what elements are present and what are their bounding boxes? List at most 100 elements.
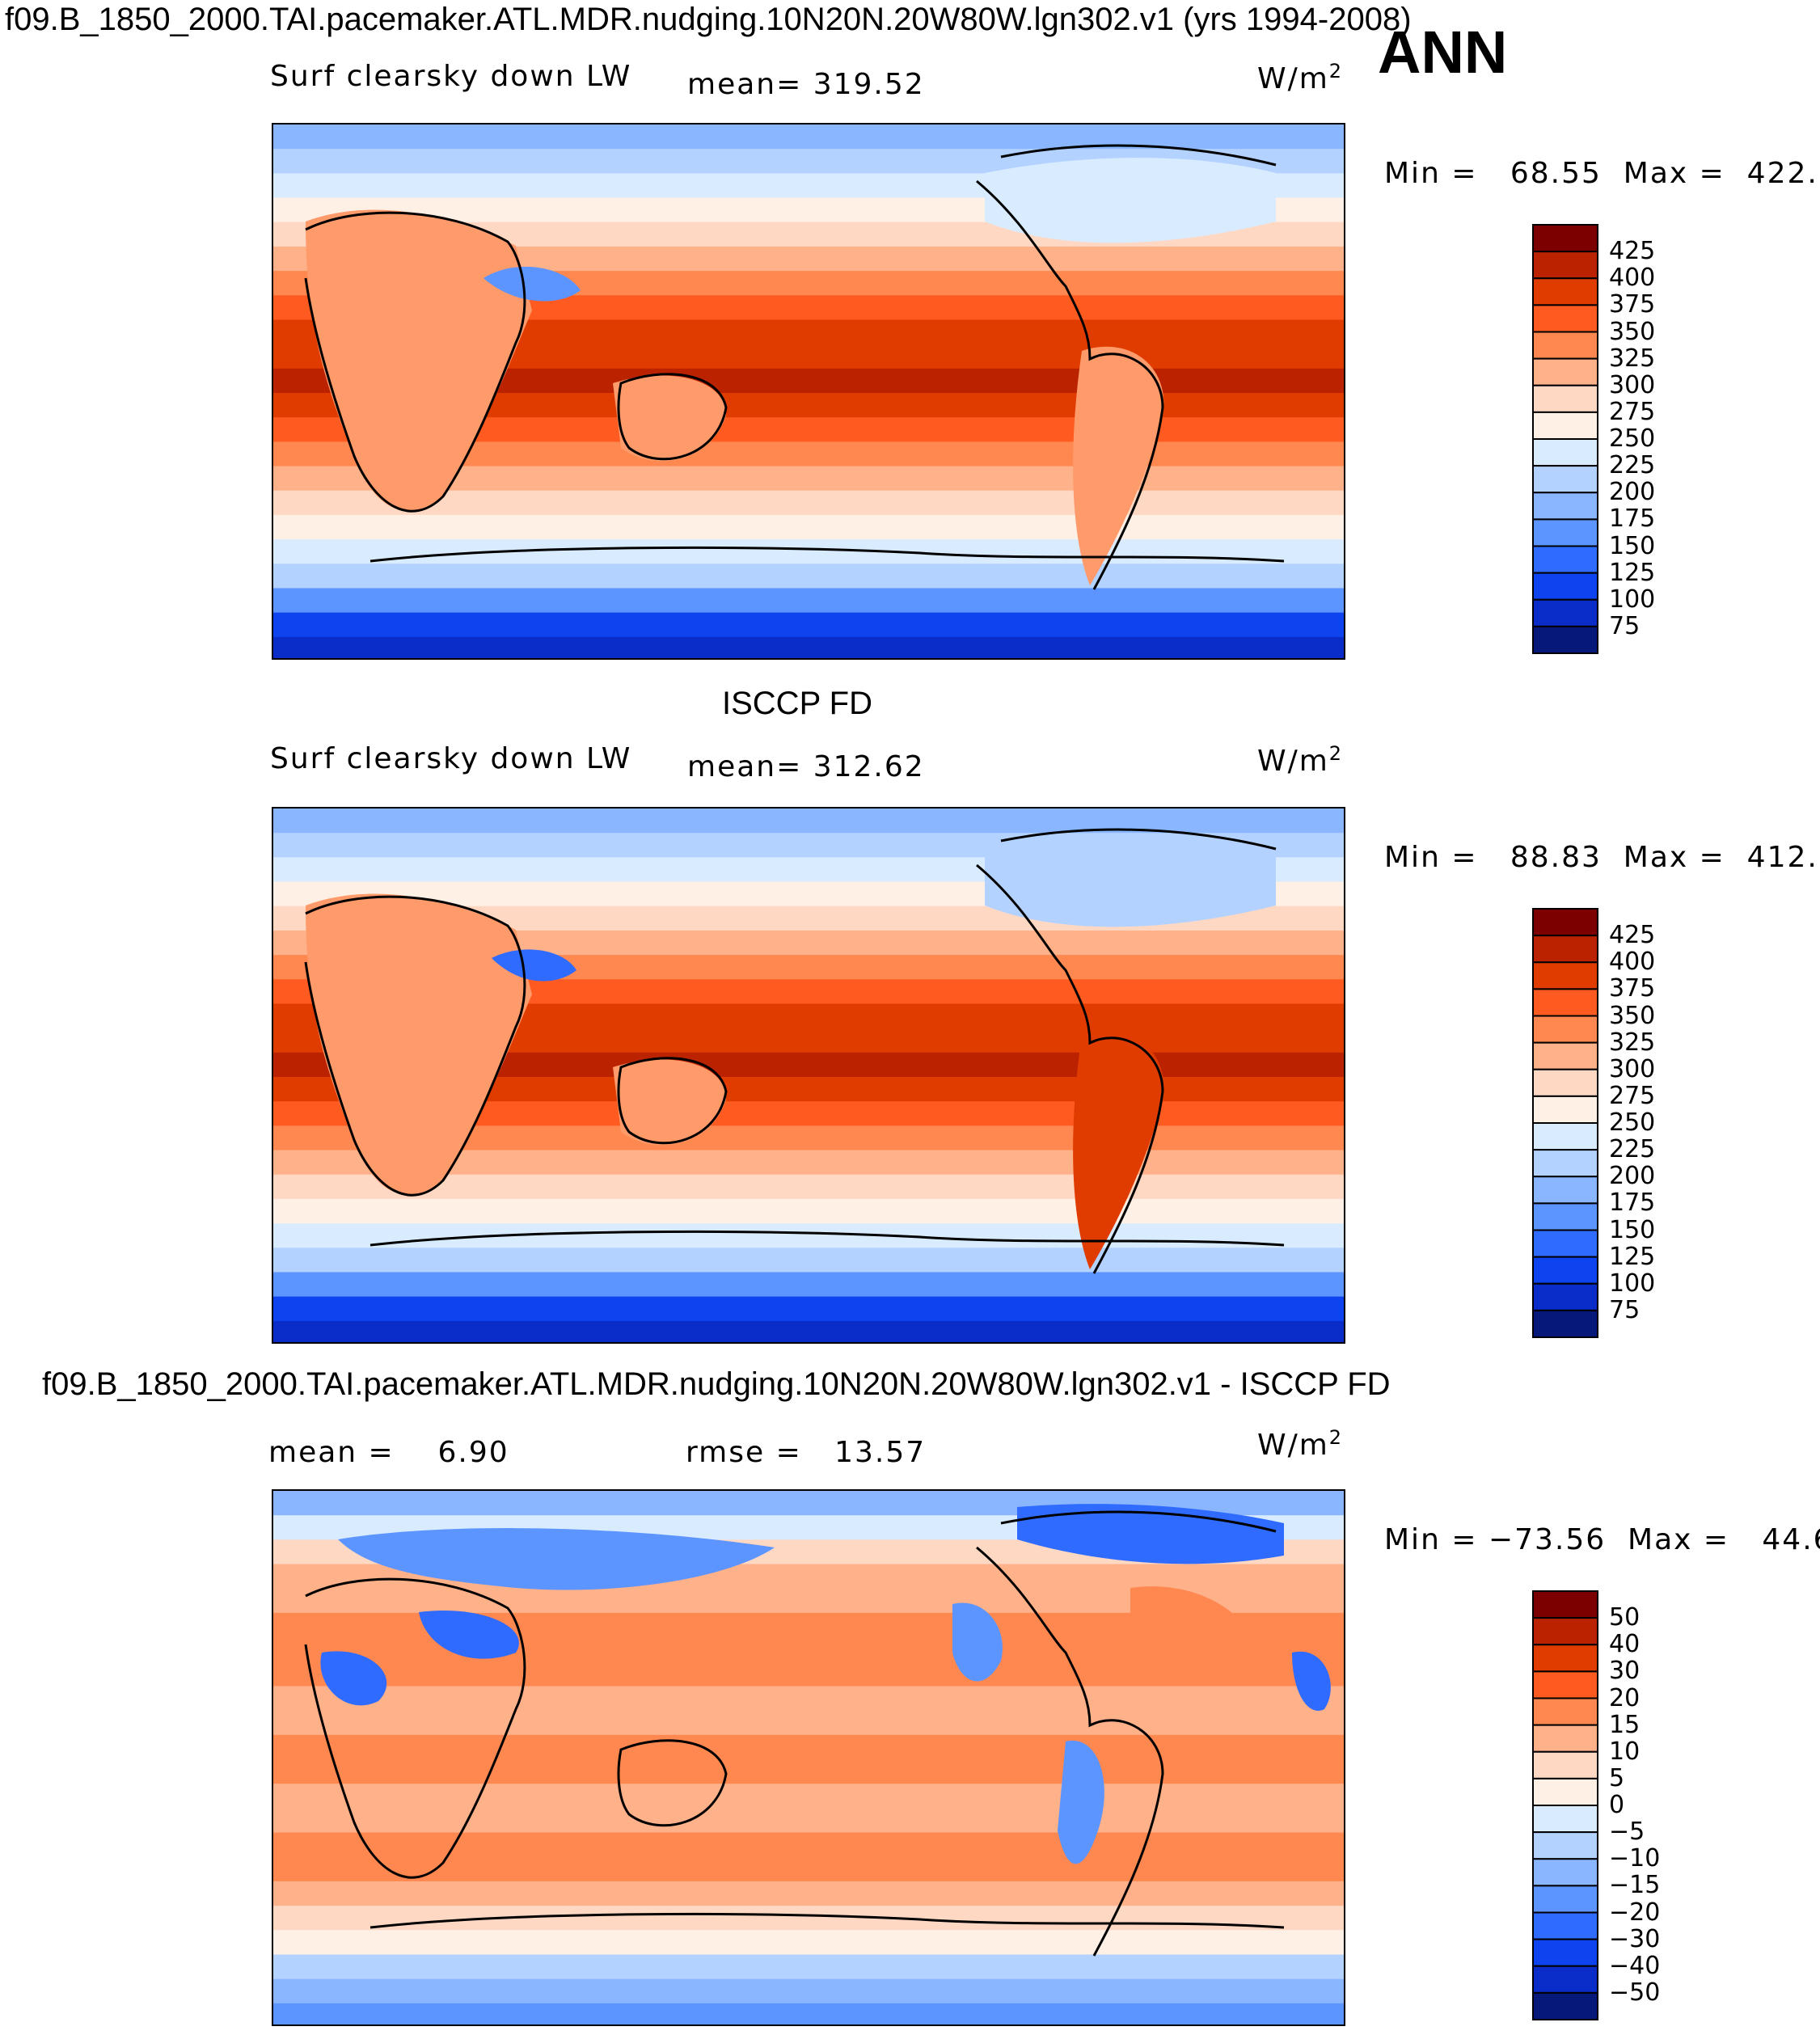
colorbar-tick-label: 250 xyxy=(1609,1108,1656,1137)
colorbar-swatch xyxy=(1532,224,1598,253)
field-band xyxy=(273,1906,1344,1932)
panel1-colorbar xyxy=(1532,224,1598,654)
colorbar-swatch xyxy=(1532,545,1598,574)
panel2-map xyxy=(272,807,1345,1344)
field-band xyxy=(273,1954,1344,1980)
colorbar-swatch xyxy=(1532,572,1598,601)
colorbar-tick-label: 425 xyxy=(1609,921,1656,950)
colorbar-tick-label: 375 xyxy=(1609,974,1656,1003)
panel2-mean-label: mean= 312.62 xyxy=(687,750,925,783)
colorbar-swatch xyxy=(1532,1831,1598,1860)
panel2-coastlines xyxy=(304,828,1285,1274)
panel2-title: ISCCP FD xyxy=(722,686,872,721)
field-band xyxy=(273,1759,1344,1785)
field-band xyxy=(273,1881,1344,1907)
panel2-minmax-label: Min = 88.83 Max = 412.26 xyxy=(1384,841,1820,874)
field-band xyxy=(273,1856,1344,1882)
field-band xyxy=(273,636,1344,658)
colorbar-swatch xyxy=(1532,1644,1598,1673)
main-title: f09.B_1850_2000.TAI.pacemaker.ATL.MDR.nu… xyxy=(5,2,1412,37)
colorbar-tick-label: 400 xyxy=(1609,264,1656,293)
panel3-units-label: W/m2 xyxy=(1257,1426,1344,1462)
colorbar-tick-label: −30 xyxy=(1609,1924,1661,1953)
colorbar-tick-label: 20 xyxy=(1609,1683,1641,1712)
field-band xyxy=(273,1272,1344,1298)
field-band xyxy=(273,588,1344,614)
colorbar-swatch xyxy=(1532,1965,1598,1994)
panel1-variable-label: Surf clearsky down LW xyxy=(270,60,632,93)
field-band xyxy=(273,1661,1344,1687)
colorbar-tick-label: 225 xyxy=(1609,1135,1656,1164)
colorbar-swatch xyxy=(1532,625,1598,654)
colorbar-swatch xyxy=(1532,961,1598,990)
colorbar-swatch xyxy=(1532,1991,1598,2020)
colorbar-tick-label: −40 xyxy=(1609,1951,1661,1980)
colorbar-swatch xyxy=(1532,384,1598,413)
colorbar-tick-label: 125 xyxy=(1609,1242,1656,1271)
field-band xyxy=(273,1710,1344,1736)
colorbar-tick-label: 150 xyxy=(1609,531,1656,560)
colorbar-swatch xyxy=(1532,1885,1598,1914)
colorbar-tick-label: 250 xyxy=(1609,424,1656,453)
colorbar-tick-label: 100 xyxy=(1609,1269,1656,1298)
season-label: ANN xyxy=(1378,19,1508,86)
colorbar-swatch xyxy=(1532,1805,1598,1834)
colorbar-swatch xyxy=(1532,1122,1598,1151)
field-band xyxy=(273,564,1344,589)
panel1-coastlines xyxy=(304,144,1285,590)
colorbar-swatch xyxy=(1532,1309,1598,1338)
colorbar-tick-label: 100 xyxy=(1609,585,1656,614)
colorbar-swatch xyxy=(1532,1095,1598,1124)
colorbar-tick-label: 175 xyxy=(1609,505,1656,534)
field-band xyxy=(273,1930,1344,1956)
colorbar-swatch xyxy=(1532,438,1598,467)
field-band xyxy=(273,2003,1344,2024)
colorbar-tick-label: 200 xyxy=(1609,478,1656,507)
colorbar-swatch xyxy=(1532,1697,1598,1726)
colorbar-tick-label: 275 xyxy=(1609,397,1656,426)
colorbar-swatch xyxy=(1532,1590,1598,1619)
colorbar-swatch xyxy=(1532,1282,1598,1311)
colorbar-tick-label: 400 xyxy=(1609,948,1656,977)
panel3-features xyxy=(320,1504,1331,1864)
colorbar-tick-label: −50 xyxy=(1609,1978,1661,2007)
colorbar-tick-label: 300 xyxy=(1609,370,1656,399)
panel2-colorbar xyxy=(1532,908,1598,1338)
colorbar-tick-label: 325 xyxy=(1609,1028,1656,1057)
colorbar-swatch xyxy=(1532,1176,1598,1205)
panel3-minmax-label: Min = −73.56 Max = 44.68 xyxy=(1384,1523,1820,1556)
panel3-field xyxy=(273,1491,1344,2024)
colorbar-swatch xyxy=(1532,1777,1598,1806)
colorbar-swatch xyxy=(1532,1256,1598,1285)
colorbar-tick-label: 375 xyxy=(1609,290,1656,319)
colorbar-swatch xyxy=(1532,251,1598,280)
panel1-map xyxy=(272,123,1345,660)
panel3-rmse-label: rmse = 13.57 xyxy=(686,1436,927,1469)
field-band xyxy=(273,539,1344,565)
colorbar-swatch xyxy=(1532,1858,1598,1887)
colorbar-tick-label: 200 xyxy=(1609,1162,1656,1191)
colorbar-swatch xyxy=(1532,598,1598,627)
colorbar-tick-label: 225 xyxy=(1609,451,1656,480)
panel1-mean-label: mean= 319.52 xyxy=(687,68,925,101)
panel3-colorbar-labels: 50 40 30 20 15 10 5 0 −5 −10 −15 −20 −30 −40 −50 xyxy=(1609,1591,1706,2020)
colorbar-swatch xyxy=(1532,1015,1598,1044)
colorbar-tick-label: −5 xyxy=(1609,1818,1645,1847)
colorbar-swatch xyxy=(1532,1617,1598,1646)
field-band xyxy=(273,1734,1344,1760)
panel1-land-features xyxy=(306,158,1276,585)
colorbar-tick-label: 150 xyxy=(1609,1215,1656,1244)
field-band xyxy=(273,1784,1344,1809)
colorbar-swatch xyxy=(1532,492,1598,521)
colorbar-tick-label: −15 xyxy=(1609,1871,1661,1900)
panel2-land-features xyxy=(306,842,1276,1269)
colorbar-tick-label: 175 xyxy=(1609,1188,1656,1218)
field-band xyxy=(273,1248,1344,1273)
colorbar-swatch xyxy=(1532,1724,1598,1753)
colorbar-tick-label: −20 xyxy=(1609,1898,1661,1927)
colorbar-swatch xyxy=(1532,1202,1598,1231)
field-band xyxy=(273,1808,1344,1834)
field-band xyxy=(273,1198,1344,1225)
colorbar-swatch xyxy=(1532,1229,1598,1258)
colorbar-tick-label: 350 xyxy=(1609,317,1656,346)
